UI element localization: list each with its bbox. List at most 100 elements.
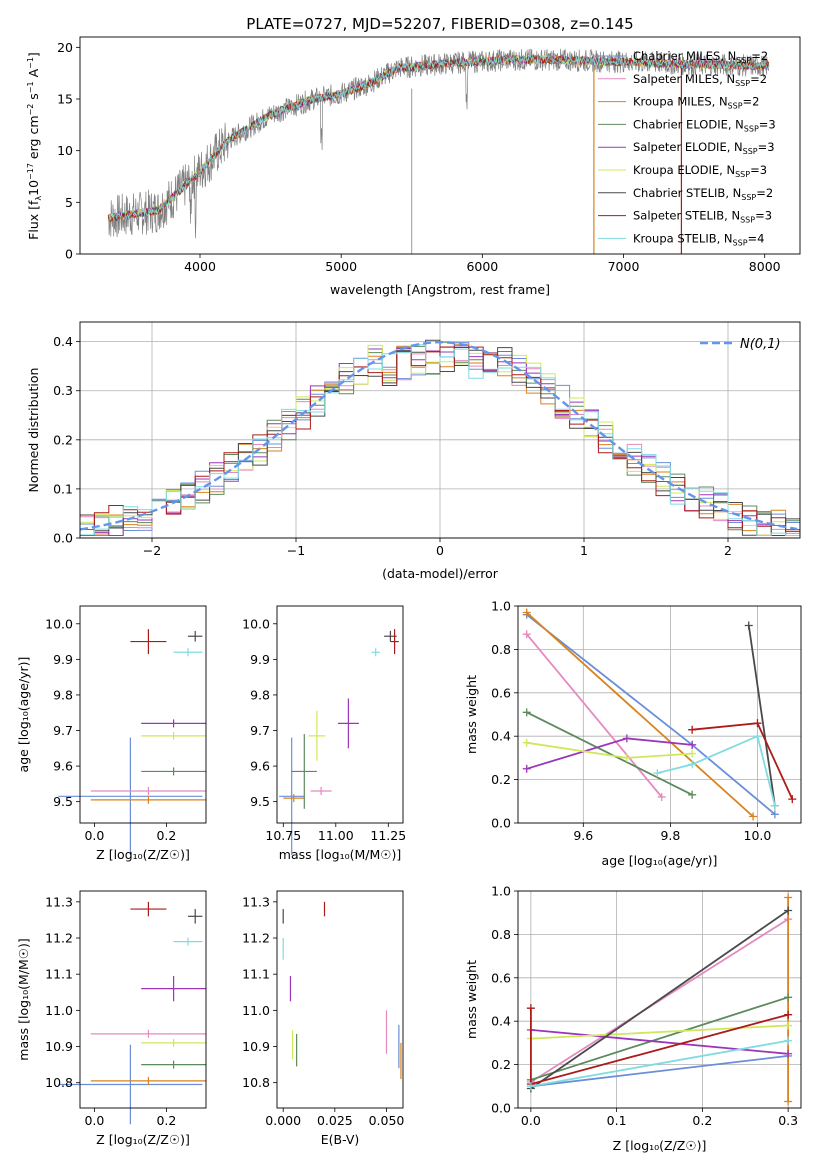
- y-tick-label: 0.1: [53, 481, 73, 496]
- y-tick-label: 10.0: [45, 616, 73, 631]
- y-tick-label: 0.0: [53, 531, 73, 546]
- y-tick-label: 0.0: [491, 1101, 511, 1116]
- y-tick-label: 9.8: [53, 687, 73, 702]
- y-tick-label: 0.8: [491, 642, 511, 657]
- x-tick-label: 0.1: [607, 1113, 627, 1128]
- plot-area: [80, 339, 800, 536]
- axes-frame: [79, 321, 801, 539]
- y-tick-label: 11.0: [242, 1003, 270, 1018]
- y-tick-label: 0.4: [491, 1014, 511, 1029]
- weight-marker: [526, 1082, 535, 1091]
- y-tick-label: 0.8: [491, 927, 511, 942]
- y-tick-label: 9.7: [250, 723, 270, 738]
- y-tick-label: 0: [65, 247, 73, 262]
- x-tick-label: 0.3: [778, 1113, 798, 1128]
- errorbar-chabrier-miles: [58, 737, 203, 856]
- weight-marker: [622, 753, 631, 762]
- errorbar-salpeter-elodie: [141, 719, 206, 728]
- errorbar-salpeter-stelib: [130, 629, 167, 655]
- x-tick-label: 0.050: [369, 1113, 405, 1128]
- weight-marker: [657, 792, 666, 801]
- weight-marker: [653, 769, 662, 778]
- errorbar-kroupa-elodie: [308, 710, 326, 761]
- y-tick-label: 10: [57, 143, 73, 158]
- y-tick-label: 10.9: [242, 1039, 270, 1054]
- spectrum-legend: Chabrier MILES, NSSP=2 Salpeter MILES, NS…: [598, 49, 776, 247]
- y-tick-label: 15: [57, 92, 73, 107]
- x-tick-label: 0.0: [84, 828, 104, 843]
- plot-area: [107, 48, 770, 254]
- weight-marker: [770, 801, 779, 810]
- weight-marker: [522, 608, 531, 617]
- y-tick-label: 9.5: [53, 794, 73, 809]
- y-tick-label: 0.2: [491, 772, 511, 787]
- y-tick-label: 5: [65, 195, 73, 210]
- errorbar-kroupa-miles: [283, 794, 305, 803]
- x-tick-label: 5000: [325, 259, 357, 274]
- weight-line-chabrier-stelib: [747, 625, 776, 806]
- x-tick-label: 0.0: [84, 1113, 104, 1128]
- x-tick-label: −2: [143, 543, 161, 558]
- weight-marker: [744, 621, 753, 630]
- x-tick-label: 0.2: [692, 1113, 712, 1128]
- y-axis-label: mass weight: [464, 960, 479, 1039]
- histogram-salpeter-stelib: [80, 346, 800, 536]
- y-tick-label: 0.6: [491, 970, 511, 985]
- y-tick-label: 1.0: [491, 884, 511, 899]
- y-tick-label: 0.4: [491, 729, 511, 744]
- weight-marker: [784, 1097, 793, 1106]
- x-axis-label: (data-model)/error: [382, 566, 499, 581]
- x-tick-label: 0.2: [156, 828, 176, 843]
- weight-marker: [688, 740, 697, 749]
- residual-axes: −2 −1 0 1 2 0.0 0.1 0.2 0.3 0.4 N(0,1) (data-model)…: [26, 321, 801, 581]
- axes-frame: [276, 605, 404, 824]
- axes-frame: [517, 605, 802, 824]
- weight-marker: [522, 708, 531, 717]
- x-tick-label: −1: [287, 543, 305, 558]
- legend-entry: Kroupa STELIB, NSSP=4: [633, 231, 764, 247]
- weight-marker: [688, 760, 697, 769]
- x-axis-label: Z [log₁₀(Z/Z☉)]: [613, 1138, 707, 1153]
- legend-entry: Chabrier MILES, NSSP=2: [633, 49, 768, 65]
- y-tick-label: 9.8: [250, 687, 270, 702]
- weight-line-kroupa-elodie: [530, 1024, 789, 1040]
- x-tick-label: 8000: [749, 259, 781, 274]
- y-tick-label: 9.9: [250, 652, 270, 667]
- errorbar-chabrier-miles: [279, 737, 305, 856]
- weight-marker: [784, 1049, 793, 1058]
- errorbar-salpeter-stelib: [390, 629, 399, 655]
- legend-entry: Kroupa ELODIE, NSSP=3: [633, 163, 767, 179]
- weight-line-chabrier-stelib: [530, 909, 789, 1090]
- errorbar-salpeter-elodie: [337, 698, 359, 749]
- plot-area: [282, 901, 402, 1080]
- plot-area: [58, 629, 206, 856]
- spectrum-model-kroupa-stelib: [107, 54, 770, 221]
- plot-area: [522, 608, 797, 821]
- chart-title: PLATE=0727, MJD=52207, FIBERID=0308, z=0…: [246, 15, 633, 33]
- errorbar-salpeter-miles: [90, 786, 206, 795]
- weight-line-chabrier-elodie: [526, 711, 693, 796]
- y-tick-label: 9.6: [250, 759, 270, 774]
- weight-marker: [784, 1036, 793, 1045]
- legend-entry: Salpeter MILES, NSSP=2: [633, 72, 767, 88]
- errorbar-chabrier-elodie: [141, 767, 206, 776]
- mass-vs-Z-axes: 0.0 0.2 10.8 10.9 11.0 11.1 11.2 11.3 Z [log₁₀(Z…: [16, 890, 207, 1147]
- weight-marker: [522, 764, 531, 773]
- weight-line-kroupa-stelib: [657, 734, 776, 806]
- legend-entry: Salpeter STELIB, NSSP=3: [633, 209, 772, 225]
- y-tick-label: 11.3: [242, 894, 270, 909]
- x-tick-label: 1: [580, 543, 588, 558]
- x-tick-label: 0.0: [521, 1113, 541, 1128]
- x-tick-label: 2: [724, 543, 732, 558]
- y-axis-label: Normed distribution: [26, 368, 41, 493]
- errorbar-chabrier-stelib: [188, 909, 203, 924]
- y-axis-label: mass weight: [464, 675, 479, 754]
- weight-line-salpeter-elodie: [530, 1029, 789, 1055]
- weight-marker: [784, 1021, 793, 1030]
- y-tick-label: 10.9: [45, 1039, 73, 1054]
- errorbar-chabrier-miles: [58, 1044, 203, 1125]
- y-tick-label: 0.0: [491, 816, 511, 831]
- x-tick-label: 10.75: [265, 828, 301, 843]
- weight-marker: [784, 993, 793, 1002]
